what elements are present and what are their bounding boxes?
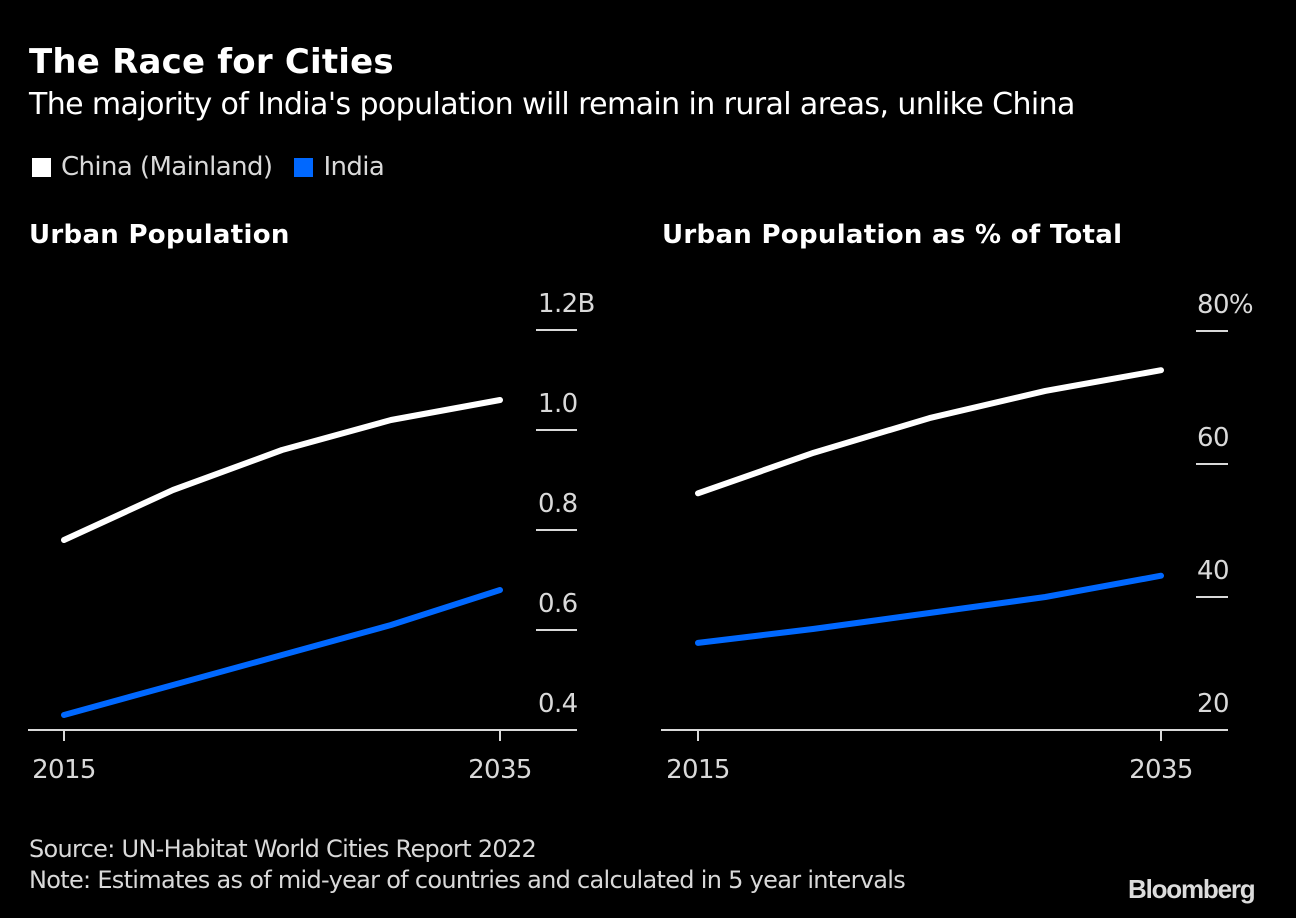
- y-tick-label: 0.6: [538, 589, 578, 619]
- series-line-india: [61, 587, 503, 718]
- y-tick-label: 0.4: [538, 689, 578, 719]
- chart-title: The Race for Cities: [29, 42, 394, 82]
- legend-swatch-china: [32, 157, 51, 177]
- legend-swatch-india: [294, 157, 314, 177]
- series-line-china: [695, 367, 1164, 497]
- y-tick-label: 0.8: [538, 489, 578, 519]
- y-tick-label: 80%: [1197, 290, 1253, 320]
- source-note: Source: UN-Habitat World Cities Report 2…: [29, 835, 537, 863]
- legend-item-india: India: [294, 152, 385, 182]
- bloomberg-logo: Bloomberg: [1128, 874, 1256, 904]
- y-tick-label: 20: [1197, 689, 1229, 719]
- x-tick-label: 2035: [1129, 755, 1193, 785]
- legend-label-china: China (Mainland): [61, 152, 273, 182]
- legend-item-china: China (Mainland): [32, 152, 273, 182]
- chart-subtitle: The majority of India's population will …: [29, 87, 1075, 122]
- panel-title-urban-population: Urban Population: [29, 220, 290, 250]
- x-tick-label: 2015: [666, 755, 730, 785]
- y-tick-label: 1.2B: [538, 289, 595, 319]
- x-tick-label: 2015: [32, 755, 96, 785]
- footnote: Note: Estimates as of mid-year of countr…: [29, 866, 906, 894]
- urban-population-chart: 0.4 0.6 0.8 1.0 1.2B 2015 2035: [28, 289, 595, 785]
- series-line-india: [695, 572, 1164, 646]
- y-tick-label: 60: [1197, 423, 1229, 453]
- legend: China (Mainland) India: [32, 150, 406, 184]
- y-tick-label: 40: [1197, 556, 1229, 586]
- x-tick-label: 2035: [468, 755, 532, 785]
- panel-title-urban-percent: Urban Population as % of Total: [662, 220, 1123, 250]
- urban-percent-chart: 20 40 60 80% 2015 2035: [661, 290, 1254, 785]
- y-tick-label: 1.0: [538, 389, 578, 419]
- series-line-china: [61, 397, 503, 543]
- legend-label-india: India: [323, 152, 385, 182]
